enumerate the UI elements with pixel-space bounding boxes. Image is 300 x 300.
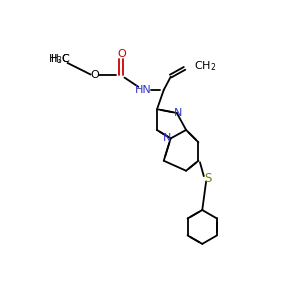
Text: O: O [117, 50, 126, 59]
Text: S: S [204, 172, 211, 185]
Text: O: O [91, 70, 100, 80]
Text: H$_₃$C: H$_₃$C [50, 52, 70, 66]
Text: $\mathregular{CH_2}$: $\mathregular{CH_2}$ [194, 59, 216, 73]
Text: N: N [174, 108, 183, 118]
Text: $\mathregular{H_3C}$: $\mathregular{H_3C}$ [48, 52, 71, 66]
Text: N: N [163, 134, 171, 143]
Text: HN: HN [135, 85, 152, 95]
